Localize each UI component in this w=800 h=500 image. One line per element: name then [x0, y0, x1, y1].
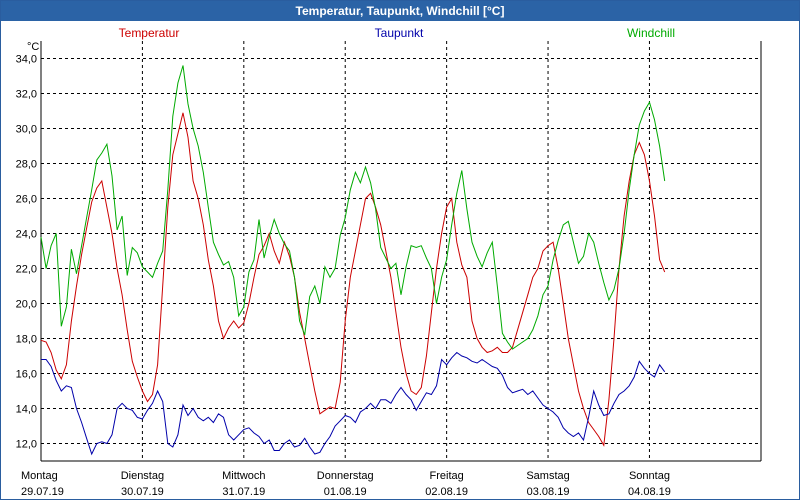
legend-taupunkt: Taupunkt: [375, 26, 424, 40]
x-tick-date: 31.07.19: [222, 486, 265, 498]
y-tick-label: 22,0: [16, 264, 37, 276]
x-tick-day: Montag: [21, 470, 58, 482]
x-tick-day: Donnerstag: [317, 470, 374, 482]
y-tick-label: 14,0: [16, 404, 37, 416]
x-tick-date: 03.08.19: [527, 486, 570, 498]
y-tick-label: 16,0: [16, 369, 37, 381]
x-tick-day: Freitag: [430, 470, 464, 482]
y-tick-label: 34,0: [16, 54, 37, 66]
x-tick-day: Samstag: [526, 470, 569, 482]
x-tick-day: Dienstag: [121, 470, 164, 482]
y-tick-label: 26,0: [16, 194, 37, 206]
y-tick-label: 18,0: [16, 334, 37, 346]
y-tick-label: 20,0: [16, 299, 37, 311]
x-tick-date: 02.08.19: [425, 486, 468, 498]
series-line-windchill: [40, 65, 666, 350]
x-tick-date: 01.08.19: [324, 486, 367, 498]
y-tick-label: 32,0: [16, 89, 37, 101]
y-tick-label: 24,0: [16, 229, 37, 241]
chart-title: Temperatur, Taupunkt, Windchill [°C]: [1, 1, 799, 21]
y-tick-label: 12,0: [16, 439, 37, 451]
y-tick-label: 30,0: [16, 124, 37, 136]
x-tick-day: Sonntag: [629, 470, 670, 482]
legend-windchill: Windchill: [627, 26, 675, 40]
y-axis-label: °C: [27, 41, 39, 53]
series-line-temperatur: [40, 112, 666, 447]
x-tick-day: Mittwoch: [222, 470, 265, 482]
x-tick-date: 29.07.19: [21, 486, 64, 498]
y-tick-label: 28,0: [16, 159, 37, 171]
x-tick-date: 04.08.19: [628, 486, 671, 498]
legend-temperatur: Temperatur: [119, 26, 180, 40]
x-tick-date: 30.07.19: [121, 486, 164, 498]
series-line-taupunkt: [41, 351, 666, 456]
